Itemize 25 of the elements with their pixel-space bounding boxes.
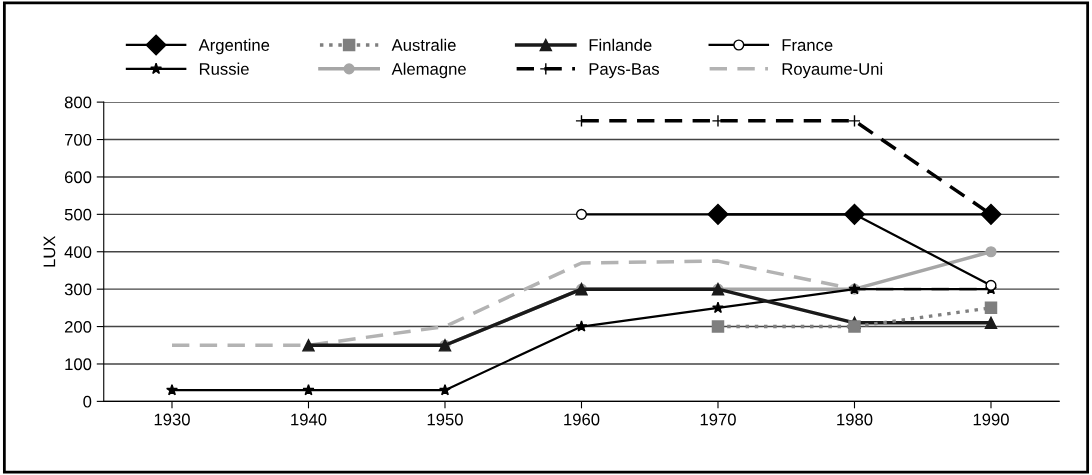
y-tick-label: 800 — [64, 96, 92, 109]
x-tick-label: 1970 — [700, 413, 736, 426]
y-tick-label: 600 — [64, 171, 92, 184]
y-tick-label: 500 — [64, 208, 92, 221]
legend-label: Alemagne — [391, 62, 466, 79]
legend-label: France — [782, 39, 833, 51]
legend-label: Pays-Bas — [589, 63, 660, 79]
y-axis-title: LUX — [43, 235, 56, 267]
x-tick-label: 1930 — [154, 413, 190, 426]
x-tick-label: 1990 — [973, 413, 1009, 426]
x-tick-label: 1980 — [837, 413, 873, 426]
legend-label: Finlande — [589, 38, 652, 51]
legend-label: Australie — [391, 38, 456, 51]
y-tick-label: 200 — [64, 320, 92, 333]
y-tick-label: 0 — [83, 395, 92, 408]
y-tick-label: 300 — [64, 283, 92, 296]
x-tick-label: 1950 — [427, 413, 463, 426]
y-tick-label: 100 — [65, 358, 92, 371]
x-tick-label: 1940 — [291, 413, 327, 426]
x-tick-label: 1960 — [564, 413, 600, 426]
legend-label: Russie — [199, 62, 249, 75]
legend-label: Argentine — [198, 38, 270, 55]
y-tick-label: 400 — [64, 246, 92, 258]
y-tick-label: 700 — [64, 133, 92, 146]
legend-label: Royaume-Uni — [782, 62, 883, 79]
